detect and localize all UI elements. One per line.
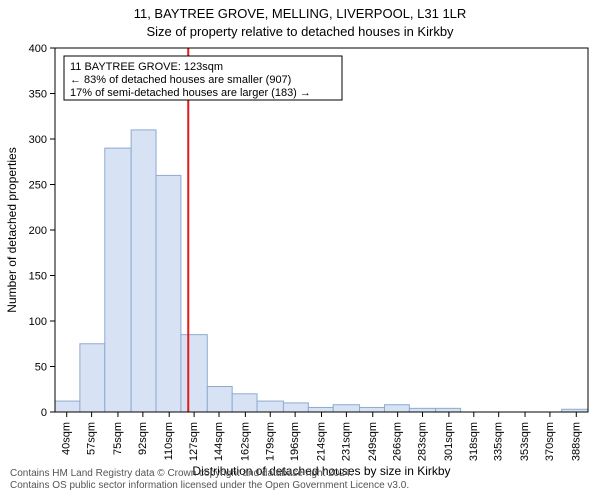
- y-tick-label: 250: [29, 180, 47, 192]
- histogram-chart: 11, BAYTREE GROVE, MELLING, LIVERPOOL, L…: [0, 0, 600, 500]
- y-tick-label: 50: [35, 362, 47, 374]
- histogram-bar: [436, 408, 461, 412]
- y-tick-label: 200: [29, 225, 47, 237]
- histogram-bar: [181, 335, 207, 412]
- histogram-bar: [80, 344, 105, 412]
- annotation-line: 17% of semi-detached houses are larger (…: [70, 87, 311, 99]
- x-tick-label: 162sqm: [239, 422, 251, 461]
- x-tick-label: 353sqm: [519, 422, 531, 461]
- histogram-bar: [333, 405, 359, 412]
- footer-line: Contains OS public sector information li…: [10, 480, 409, 491]
- x-tick-label: 179sqm: [264, 422, 276, 461]
- y-tick-label: 150: [29, 271, 47, 283]
- x-tick-label: 40sqm: [61, 422, 73, 455]
- x-tick-label: 110sqm: [163, 422, 175, 460]
- x-tick-label: 144sqm: [213, 422, 225, 461]
- x-tick-label: 335sqm: [493, 422, 505, 461]
- x-tick-label: 249sqm: [367, 422, 379, 461]
- x-tick-label: 318sqm: [468, 422, 480, 461]
- histogram-bar: [131, 130, 156, 412]
- histogram-bar: [156, 175, 181, 412]
- x-tick-label: 301sqm: [443, 422, 455, 461]
- x-tick-label: 57sqm: [86, 422, 98, 455]
- histogram-bar: [283, 403, 308, 412]
- x-tick-label: 214sqm: [316, 422, 328, 461]
- x-tick-label: 388sqm: [570, 422, 582, 461]
- y-tick-label: 400: [29, 43, 47, 55]
- x-tick-label: 231sqm: [340, 422, 352, 461]
- y-tick-label: 350: [29, 89, 47, 101]
- histogram-bar: [257, 401, 283, 412]
- annotation-line: ← 83% of detached houses are smaller (90…: [70, 74, 291, 86]
- x-tick-label: 127sqm: [188, 422, 200, 461]
- footer-line: Contains HM Land Registry data © Crown c…: [10, 468, 353, 479]
- x-tick-label: 283sqm: [417, 422, 429, 461]
- chart-title-desc: Size of property relative to detached ho…: [146, 24, 454, 39]
- x-tick-label: 196sqm: [289, 422, 301, 461]
- y-axis-label: Number of detached properties: [5, 147, 19, 312]
- histogram-bar: [360, 407, 385, 412]
- chart-title-address: 11, BAYTREE GROVE, MELLING, LIVERPOOL, L…: [134, 6, 467, 21]
- x-tick-label: 266sqm: [392, 422, 404, 461]
- x-tick-label: 75sqm: [112, 422, 124, 455]
- y-tick-label: 0: [41, 407, 47, 419]
- histogram-bar: [308, 407, 333, 412]
- histogram-bar: [409, 408, 435, 412]
- annotation-line: 11 BAYTREE GROVE: 123sqm: [70, 61, 223, 73]
- histogram-bar: [105, 148, 131, 412]
- y-tick-label: 300: [29, 134, 47, 146]
- histogram-bar: [55, 401, 80, 412]
- x-tick-label: 370sqm: [544, 422, 556, 461]
- histogram-bar: [207, 387, 232, 412]
- histogram-bar: [232, 394, 257, 412]
- histogram-bar: [384, 405, 409, 412]
- y-tick-label: 100: [29, 316, 47, 328]
- x-tick-label: 92sqm: [137, 422, 149, 455]
